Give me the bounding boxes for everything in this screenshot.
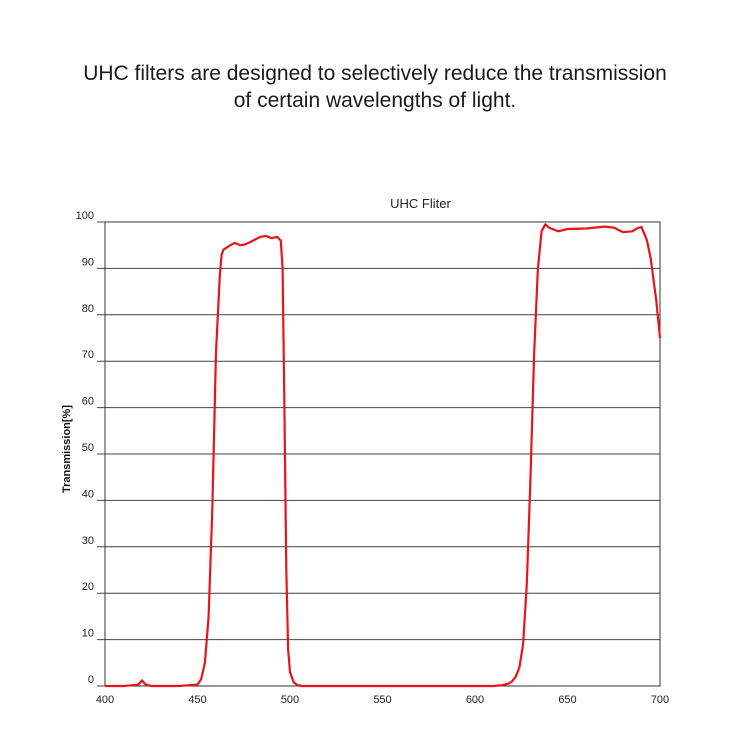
y-tick-90: 90 <box>82 256 94 268</box>
y-tick-0: 0 <box>88 674 94 686</box>
headline-line-2: of certain wavelengths of light. <box>233 89 517 112</box>
x-tick-450: 450 <box>188 694 206 706</box>
y-axis-label: Transmission[%] <box>61 405 73 493</box>
x-tick-600: 600 <box>466 694 484 706</box>
x-tick-700: 700 <box>651 694 669 706</box>
y-tick-100: 100 <box>76 210 94 222</box>
x-tick-labels: 400 450 500 550 600 650 700 <box>96 694 669 706</box>
y-tick-50: 50 <box>82 442 94 454</box>
transmission-curve <box>105 223 662 688</box>
chart-title: UHC Fliter <box>390 196 451 211</box>
y-tick-70: 70 <box>82 349 94 361</box>
x-tick-500: 500 <box>281 694 299 706</box>
y-tick-60: 60 <box>82 396 94 408</box>
y-tick-labels: 0 10 20 30 40 50 60 70 80 90 100 <box>76 210 94 686</box>
headline-line-1: UHC filters are designed to selectively … <box>83 62 667 85</box>
y-tick-80: 80 <box>82 303 94 315</box>
x-tick-650: 650 <box>558 694 576 706</box>
y-tick-30: 30 <box>82 535 94 547</box>
y-tick-20: 20 <box>82 581 94 593</box>
x-tick-550: 550 <box>373 694 391 706</box>
y-tick-10: 10 <box>82 628 94 640</box>
x-tick-400: 400 <box>96 694 114 706</box>
grid-lines <box>97 221 660 687</box>
y-tick-40: 40 <box>82 488 94 500</box>
headline: UHC filters are designed to selectively … <box>0 60 750 114</box>
